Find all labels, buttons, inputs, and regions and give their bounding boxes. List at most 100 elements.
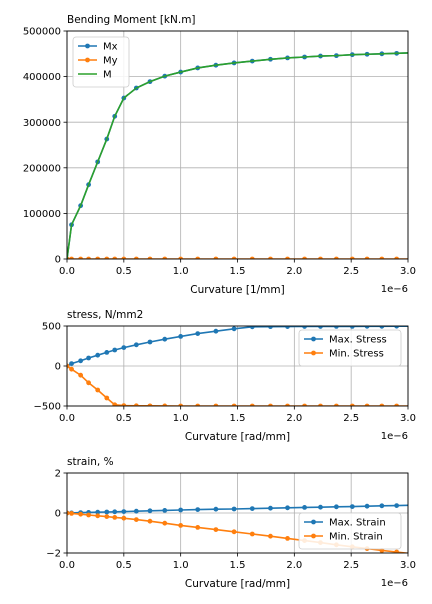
data-point [78, 358, 84, 364]
x-tick-label: 0.0 [59, 413, 75, 424]
data-point [78, 372, 84, 378]
data-point [213, 403, 219, 406]
data-point [213, 506, 219, 512]
data-point [86, 380, 91, 386]
series-line-max-strain [67, 504, 408, 514]
legend-label: M [103, 70, 112, 81]
data-point [285, 505, 290, 511]
x-tick-label: 2.5 [343, 266, 359, 277]
data-point [285, 256, 290, 259]
x-tick-label: 0.5 [116, 560, 132, 571]
data-point [379, 403, 385, 406]
data-point [67, 363, 70, 369]
data-point [407, 326, 408, 328]
y-tick-label: 500000 [23, 27, 61, 38]
data-point [69, 511, 74, 516]
data-point [162, 336, 168, 342]
data-point [104, 256, 110, 259]
data-point [213, 256, 219, 259]
data-point [69, 361, 74, 366]
data-point [349, 504, 355, 509]
data-point [147, 403, 153, 406]
data-point [394, 326, 400, 329]
chart-title: stress, N/mm2 [67, 309, 143, 321]
data-point [318, 256, 323, 259]
data-point [112, 515, 118, 520]
data-point [302, 256, 307, 259]
data-point [333, 504, 339, 510]
data-point [195, 525, 201, 530]
data-point [349, 256, 355, 259]
data-point [121, 515, 127, 521]
x-axis-label: Curvature [rad/mm] [185, 578, 290, 590]
legend-label: Max. Strain [329, 518, 386, 529]
legend-box [298, 512, 402, 550]
x-tick-label: 0.0 [59, 560, 75, 571]
data-point [178, 403, 184, 406]
data-point [268, 403, 273, 406]
data-point [394, 403, 400, 406]
data-point [394, 549, 400, 553]
data-point [249, 256, 255, 259]
data-point [112, 402, 118, 406]
data-point [268, 505, 273, 511]
x-offset-label: 1e−6 [381, 431, 408, 442]
x-tick-label: 2.0 [286, 413, 302, 424]
data-point [318, 403, 323, 406]
chart-title: strain, % [67, 456, 114, 468]
data-point [178, 507, 184, 513]
chart-panel-0: 0.0 0.5 1.0 1.5 2.0 2.5 3.0 0 100000 200000 300000… [23, 14, 416, 296]
legend-marker [311, 519, 316, 525]
data-point [147, 256, 153, 259]
data-point [195, 403, 201, 406]
data-layer [67, 326, 408, 406]
chart-panel-1: 0.0 0.5 1.0 1.5 2.0 2.5 3.0 −500 0 500 stress, N/m… [34, 309, 416, 443]
legend: Max. Strain Min. Strain [298, 512, 402, 550]
chart-panel-2: 0.0 0.5 1.0 1.5 2.0 2.5 3.0 −2 0 2 strain, % Curvat… [46, 456, 416, 590]
x-tick-label: 1.0 [173, 413, 189, 424]
data-point [67, 510, 70, 516]
legend-label: Max. Stress [329, 335, 387, 346]
data-point [249, 326, 255, 330]
data-point [133, 342, 139, 348]
data-point [69, 256, 74, 259]
data-point [231, 529, 237, 535]
y-tick-label: −500 [34, 402, 61, 413]
y-tick-label: 100000 [23, 209, 61, 220]
x-tick-label: 2.0 [286, 266, 302, 277]
data-point [178, 523, 184, 528]
data-point [407, 258, 408, 259]
y-tick-label: 200000 [23, 163, 61, 174]
series-line-m [67, 52, 408, 259]
data-point [95, 387, 101, 393]
data-point [147, 339, 153, 345]
chart-title: Bending Moment [kN.m] [67, 14, 196, 26]
data-point [162, 403, 168, 406]
y-tick-label: 500 [42, 322, 61, 333]
data-point [364, 503, 370, 509]
legend-label: Mx [103, 42, 118, 53]
y-tick-label: 0 [55, 255, 61, 266]
legend-label: Min. Stress [329, 349, 384, 360]
data-point [162, 508, 168, 513]
x-tick-label: 3.0 [400, 560, 416, 571]
data-point [364, 403, 370, 406]
data-point [86, 512, 91, 518]
data-point [302, 505, 307, 510]
data-point [121, 256, 127, 259]
data-point [268, 326, 273, 330]
data-point [379, 503, 385, 509]
data-point [147, 518, 153, 524]
data-point [195, 256, 201, 259]
y-tick-label: 2 [55, 469, 61, 480]
x-tick-label: 2.5 [343, 560, 359, 571]
data-point [162, 520, 168, 526]
data-point [213, 527, 219, 532]
data-point [121, 345, 127, 350]
legend-box [298, 329, 402, 367]
data-point [231, 256, 237, 259]
data-point [104, 395, 110, 401]
legend-marker [85, 57, 90, 63]
data-point [112, 509, 118, 515]
x-tick-label: 1.5 [230, 266, 246, 277]
